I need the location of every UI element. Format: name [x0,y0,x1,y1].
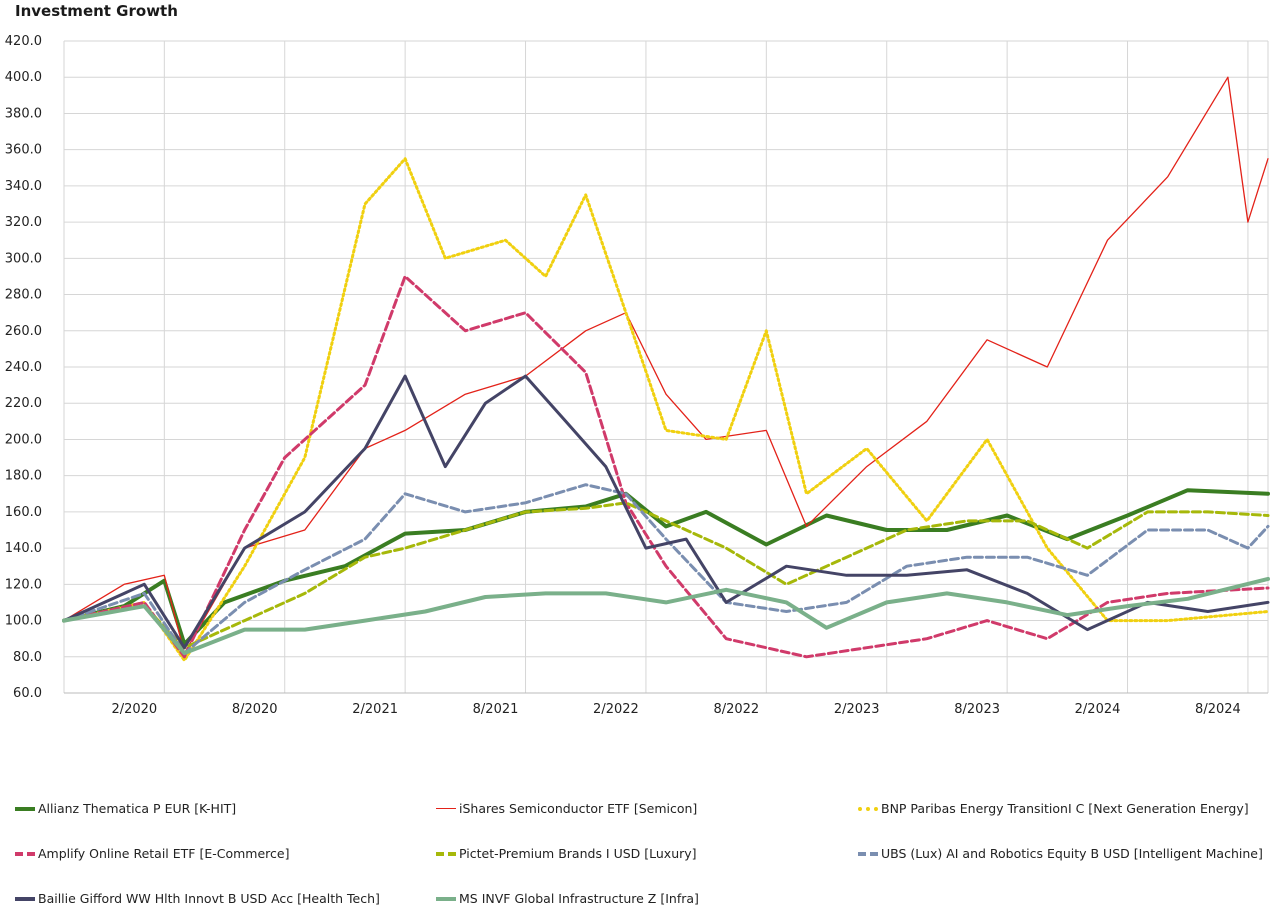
legend-swatch [436,896,456,901]
y-tick-label: 320.0 [5,215,42,230]
y-tick-label: 80.0 [13,650,42,665]
chart-title: Investment Growth [15,2,178,20]
legend-item[interactable]: Allianz Thematica P EUR [K-HIT] [15,801,236,816]
x-tick-label: 2/2022 [593,702,639,717]
legend-item[interactable]: Baillie Gifford WW Hlth Innovt B USD Acc… [15,891,380,906]
series-line-msinvf [62,576,1270,656]
y-tick-label: 340.0 [5,179,42,194]
legend-item[interactable]: UBS (Lux) AI and Robotics Equity B USD [… [858,846,1263,861]
y-tick-label: 300.0 [5,251,42,266]
x-tick-label: 2/2020 [111,702,157,717]
legend-swatch [15,896,35,901]
series-line-bnp [62,157,1270,662]
legend-item[interactable]: Amplify Online Retail ETF [E-Commerce] [15,846,289,861]
y-tick-label: 60.0 [13,686,42,701]
series-line-ubs [62,483,1270,655]
y-tick-label: 120.0 [5,577,42,592]
legend-label: Amplify Online Retail ETF [E-Commerce] [38,846,290,861]
y-tick-label: 100.0 [5,614,42,629]
line-chart: 60.0 80.0 100.0 120.0 140.0 160.0 180.0 200.0 22… [5,34,1270,717]
y-tick-label: 220.0 [5,396,42,411]
x-tick-label: 2/2023 [834,702,880,717]
legend-swatch [858,806,878,811]
legend-label: UBS (Lux) AI and Robotics Equity B USD [… [881,846,1263,861]
y-tick-label: 420.0 [5,34,42,49]
legend-swatch [436,808,456,809]
x-tick-label: 8/2023 [954,702,1000,717]
y-tick-label: 240.0 [5,360,42,375]
legend-label: Baillie Gifford WW Hlth Innovt B USD Acc… [38,891,380,906]
legend-item[interactable]: Pictet-Premium Brands I USD [Luxury] [436,846,697,861]
x-tick-label: 8/2022 [713,702,759,717]
series-line-amplify [62,274,1270,659]
legend-item[interactable]: MS INVF Global Infrastructure Z [Infra] [436,891,699,906]
legend-swatch [15,806,35,811]
series-line-pictet [62,501,1270,650]
legend-label: iShares Semiconductor ETF [Semicon] [459,801,698,816]
series-line-baillie [62,374,1270,650]
y-tick-label: 200.0 [5,432,42,447]
y-tick-label: 280.0 [5,288,42,303]
y-tick-label: 180.0 [5,469,42,484]
y-tick-label: 380.0 [5,106,42,121]
legend-label: Pictet-Premium Brands I USD [Luxury] [459,846,697,861]
legend-label: BNP Paribas Energy TransitionI C [Next G… [881,801,1249,816]
y-tick-label: 400.0 [5,70,42,85]
legend-item[interactable]: iShares Semiconductor ETF [Semicon] [436,801,697,816]
y-tick-label: 260.0 [5,324,42,339]
legend-swatch [858,851,878,856]
legend-label: Allianz Thematica P EUR [K-HIT] [38,801,237,816]
legend: Allianz Thematica P EUR [K-HIT] iShares S… [0,795,1281,923]
legend-swatch [15,851,35,856]
x-tick-label: 8/2020 [232,702,278,717]
y-tick-label: 360.0 [5,143,42,158]
legend-item[interactable]: BNP Paribas Energy TransitionI C [Next G… [858,801,1249,816]
x-tick-label: 2/2024 [1075,702,1121,717]
y-tick-label: 140.0 [5,541,42,556]
x-tick-label: 8/2021 [473,702,519,717]
legend-swatch [436,851,456,856]
y-tick-label: 160.0 [5,505,42,520]
x-tick-label: 8/2024 [1195,702,1241,717]
legend-label: MS INVF Global Infrastructure Z [Infra] [459,891,699,906]
x-tick-label: 2/2021 [352,702,398,717]
